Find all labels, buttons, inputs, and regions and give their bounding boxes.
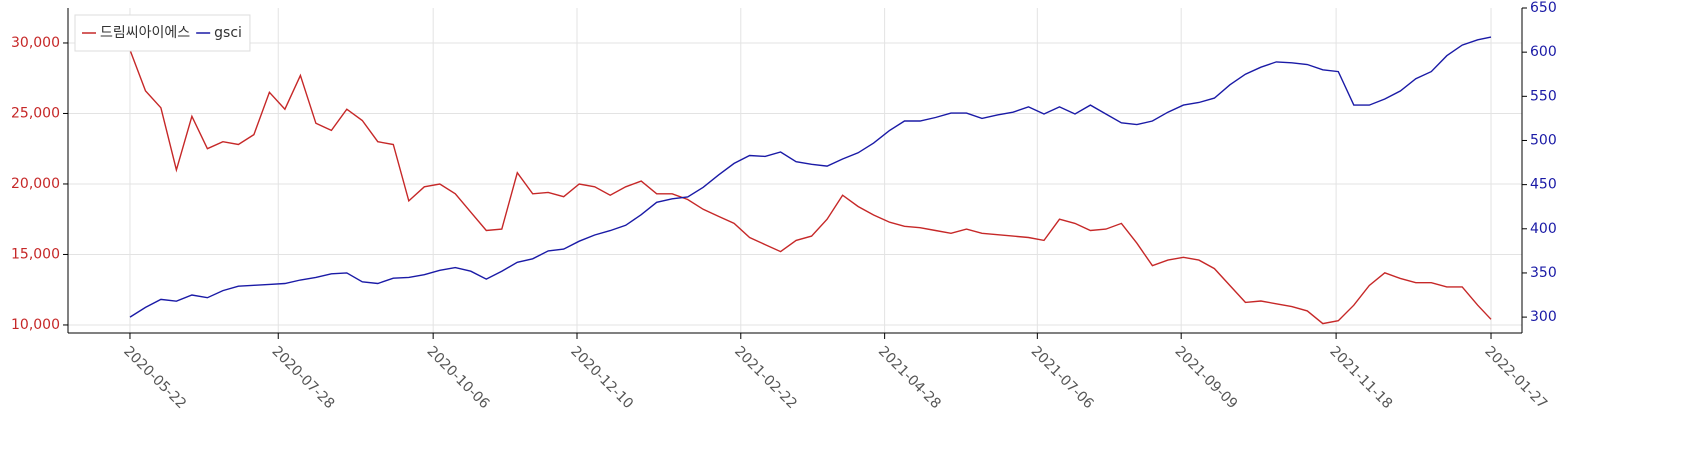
legend-box [74, 14, 251, 52]
x-tick-label: 2021-04-28 [875, 343, 944, 412]
y2-tick-label: 500 [1530, 132, 1557, 148]
x-tick-label: 2020-05-22 [120, 343, 189, 412]
x-tick-label: 2022-01-27 [1481, 343, 1550, 412]
x-tick-label: 2020-12-10 [567, 343, 636, 412]
legend-label: 드림씨아이에스 [100, 25, 190, 41]
y2-tick-label: 600 [1530, 44, 1557, 60]
y-tick-label: 10,000 [11, 317, 60, 333]
y2-tick-label: 350 [1530, 265, 1557, 281]
y2-tick-label: 650 [1530, 0, 1557, 16]
x-tick-label: 2021-09-09 [1172, 343, 1241, 412]
legend: 드림씨아이에스 gsci [74, 14, 251, 52]
series-line [129, 49, 1492, 325]
y2-tick-label: 300 [1530, 309, 1557, 325]
series-line [129, 36, 1492, 318]
x-tick-label: 2020-10-06 [424, 343, 493, 412]
y2-tick-label: 550 [1530, 88, 1557, 104]
y-tick-label: 25,000 [11, 105, 60, 121]
y-tick-label: 30,000 [11, 35, 60, 51]
x-tick-label: 2020-07-28 [269, 343, 338, 412]
legend-label: gsci [214, 25, 242, 41]
y2-tick-label: 450 [1530, 177, 1557, 193]
x-tick-label: 2021-02-22 [731, 343, 800, 412]
y-tick-label: 20,000 [11, 176, 60, 192]
y2-tick-label: 400 [1530, 221, 1557, 237]
y-tick-label: 15,000 [11, 246, 60, 262]
x-tick-label: 2021-07-06 [1028, 343, 1097, 412]
x-tick-label: 2021-11-18 [1326, 343, 1395, 412]
